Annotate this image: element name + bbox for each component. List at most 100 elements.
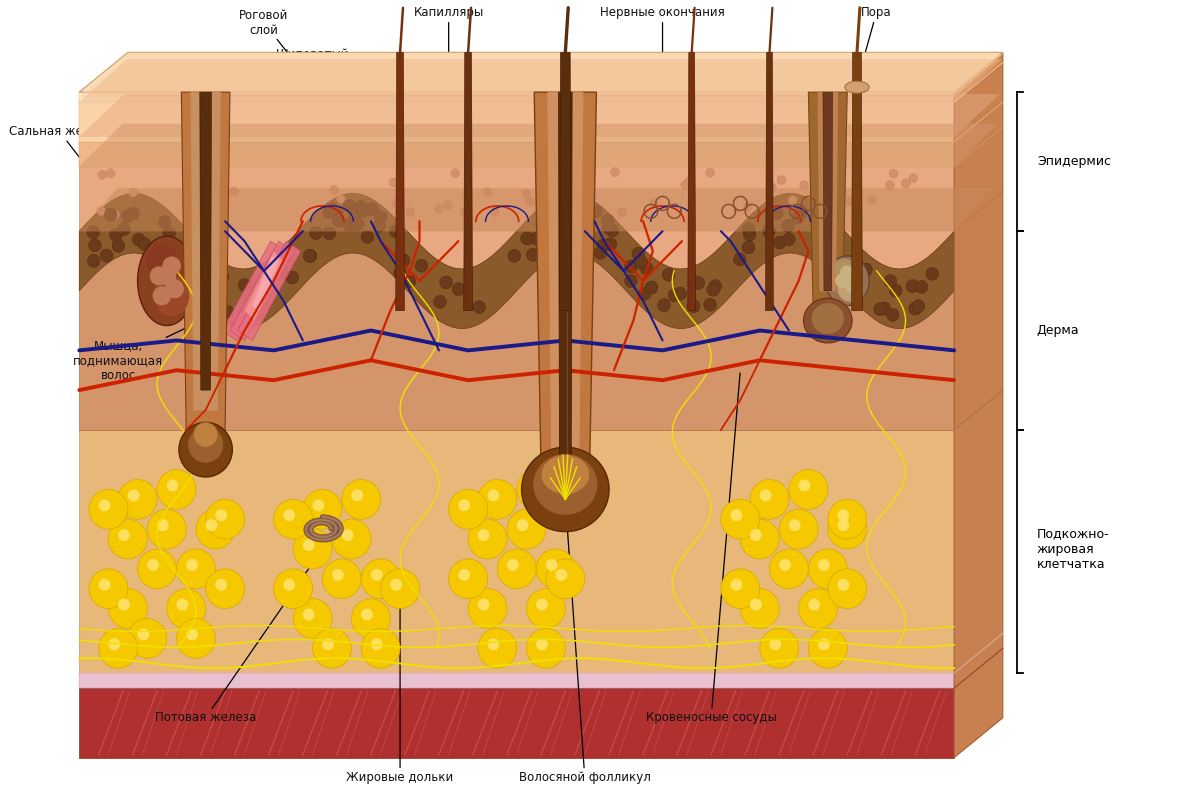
Circle shape [733, 253, 746, 266]
Circle shape [304, 249, 316, 262]
Circle shape [124, 210, 133, 219]
Circle shape [536, 599, 547, 610]
Circle shape [680, 181, 690, 190]
Circle shape [127, 207, 139, 220]
Circle shape [380, 569, 420, 608]
Circle shape [323, 639, 334, 650]
Circle shape [604, 238, 617, 250]
Circle shape [352, 599, 390, 638]
Circle shape [109, 228, 122, 241]
Circle shape [517, 470, 556, 509]
Circle shape [313, 500, 324, 511]
Circle shape [169, 248, 182, 261]
Circle shape [216, 579, 227, 590]
Circle shape [508, 509, 546, 549]
Circle shape [527, 480, 538, 491]
Circle shape [546, 560, 557, 570]
Circle shape [750, 530, 761, 540]
Circle shape [128, 490, 139, 501]
Circle shape [488, 490, 499, 501]
Circle shape [926, 267, 938, 280]
Circle shape [788, 196, 797, 205]
Circle shape [835, 179, 844, 188]
Circle shape [132, 233, 145, 246]
Circle shape [799, 480, 810, 491]
Circle shape [750, 480, 788, 519]
Circle shape [284, 509, 294, 521]
Text: Подкожно-
жировая
клетчатка: Подкожно- жировая клетчатка [1037, 527, 1110, 570]
Circle shape [478, 629, 517, 668]
Circle shape [743, 223, 755, 236]
Circle shape [841, 269, 854, 282]
Circle shape [478, 480, 517, 519]
Circle shape [731, 509, 742, 521]
Circle shape [449, 559, 487, 599]
Circle shape [589, 205, 602, 218]
Circle shape [874, 303, 887, 316]
Circle shape [444, 201, 452, 210]
Circle shape [187, 629, 197, 640]
Polygon shape [200, 92, 211, 390]
Circle shape [809, 599, 820, 610]
Circle shape [685, 177, 694, 185]
Circle shape [497, 549, 536, 589]
Circle shape [458, 569, 469, 580]
Ellipse shape [845, 81, 869, 93]
Circle shape [816, 181, 826, 190]
Polygon shape [809, 92, 847, 311]
Circle shape [580, 211, 588, 220]
Circle shape [458, 500, 469, 511]
Polygon shape [181, 92, 230, 430]
Circle shape [835, 274, 850, 288]
Circle shape [517, 520, 528, 531]
Polygon shape [766, 53, 773, 311]
Circle shape [100, 579, 110, 590]
Circle shape [846, 267, 858, 280]
Polygon shape [396, 53, 404, 311]
Polygon shape [688, 53, 696, 311]
Circle shape [521, 232, 533, 245]
Circle shape [468, 519, 508, 559]
Circle shape [415, 259, 428, 272]
Circle shape [781, 220, 794, 232]
Circle shape [901, 179, 911, 188]
Circle shape [618, 208, 626, 217]
Circle shape [138, 549, 176, 589]
Circle shape [302, 489, 342, 529]
Circle shape [89, 569, 128, 608]
Circle shape [89, 239, 101, 252]
Circle shape [488, 639, 499, 650]
Circle shape [293, 529, 332, 569]
Polygon shape [79, 430, 954, 673]
Circle shape [624, 275, 637, 288]
Circle shape [908, 173, 918, 182]
Circle shape [750, 599, 761, 610]
Circle shape [361, 609, 372, 620]
Circle shape [86, 226, 100, 239]
Circle shape [743, 202, 752, 211]
Circle shape [828, 509, 866, 549]
Polygon shape [79, 167, 954, 269]
Circle shape [361, 629, 400, 668]
Polygon shape [79, 142, 954, 167]
Polygon shape [534, 92, 596, 470]
Polygon shape [79, 231, 954, 430]
Circle shape [821, 241, 834, 254]
Circle shape [769, 549, 809, 589]
Circle shape [439, 276, 452, 289]
Circle shape [100, 500, 110, 511]
Circle shape [706, 168, 714, 177]
Circle shape [522, 190, 530, 198]
Text: Потовая железа: Потовая железа [155, 552, 320, 724]
Circle shape [527, 249, 539, 262]
Circle shape [460, 208, 469, 217]
Circle shape [774, 236, 786, 249]
Circle shape [118, 480, 157, 519]
Text: Нервные окончания: Нервные окончания [600, 6, 725, 129]
Circle shape [594, 246, 607, 259]
Circle shape [176, 619, 215, 659]
Circle shape [187, 259, 199, 272]
Circle shape [846, 263, 859, 276]
Ellipse shape [835, 259, 854, 279]
Circle shape [389, 224, 402, 237]
